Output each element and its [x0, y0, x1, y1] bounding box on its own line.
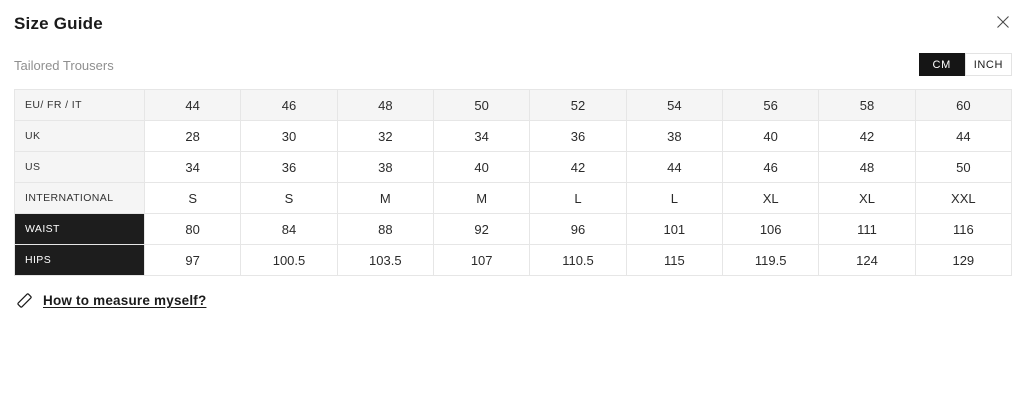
size-cell: XL [819, 183, 916, 214]
size-cell: 119.5 [723, 245, 820, 276]
size-cell: 124 [819, 245, 916, 276]
size-cell: XL [723, 183, 820, 214]
measure-link[interactable]: How to measure myself? [15, 291, 206, 310]
size-cell: 28 [145, 121, 242, 152]
row-label: WAIST [15, 214, 145, 245]
close-icon [995, 14, 1011, 30]
size-cell: 42 [530, 152, 627, 183]
size-cell: 48 [337, 90, 434, 121]
size-cell: M [434, 183, 531, 214]
measure-link-label: How to measure myself? [43, 293, 207, 308]
size-cell: 38 [337, 152, 434, 183]
size-cell: XXL [915, 183, 1012, 214]
size-cell: 46 [241, 90, 338, 121]
row-label: HIPS [15, 245, 145, 276]
table-row: EU/ FR / IT 44 46 48 50 52 54 56 58 60 [15, 90, 1012, 121]
table-row: HIPS 97 100.5 103.5 107 110.5 115 119.5 124 129 [15, 245, 1012, 276]
size-cell: 97 [145, 245, 242, 276]
size-cell: L [626, 183, 723, 214]
table-row: US 34 36 38 40 42 44 46 48 50 [15, 152, 1012, 183]
size-cell: 44 [915, 121, 1012, 152]
size-cell: 110.5 [530, 245, 627, 276]
size-cell: 46 [723, 152, 820, 183]
table-row: WAIST 80 84 88 92 96 101 106 111 116 [15, 214, 1012, 245]
modal-title: Size Guide [14, 14, 103, 33]
unit-toggle-cm[interactable]: CM [918, 53, 965, 76]
size-cell: 107 [434, 245, 531, 276]
close-button[interactable] [994, 13, 1012, 31]
size-cell: 34 [145, 152, 242, 183]
size-cell: 96 [530, 214, 627, 245]
size-cell: 88 [337, 214, 434, 245]
product-name: Tailored Trousers [14, 58, 114, 73]
row-label: INTERNATIONAL [15, 183, 145, 214]
table-row: INTERNATIONAL S S M M L L XL XL XXL [15, 183, 1012, 214]
size-cell: 115 [626, 245, 723, 276]
size-cell: L [530, 183, 627, 214]
size-guide-modal: Size Guide Tailored Trousers CM INCH EU/… [14, 13, 1012, 310]
size-cell: 56 [723, 90, 820, 121]
size-cell: 84 [241, 214, 338, 245]
size-cell: 92 [434, 214, 531, 245]
size-cell: 42 [819, 121, 916, 152]
size-cell: 44 [626, 152, 723, 183]
size-cell: 52 [530, 90, 627, 121]
size-cell: M [337, 183, 434, 214]
size-table: EU/ FR / IT 44 46 48 50 52 54 56 58 60 UK 28 30 32 34 3… [14, 89, 1012, 276]
size-cell: 58 [819, 90, 916, 121]
size-cell: 54 [626, 90, 723, 121]
size-cell: 38 [626, 121, 723, 152]
size-cell: 50 [915, 152, 1012, 183]
size-cell: 103.5 [337, 245, 434, 276]
ruler-icon [15, 291, 34, 310]
size-cell: 34 [434, 121, 531, 152]
size-cell: 40 [723, 121, 820, 152]
size-cell: S [145, 183, 242, 214]
row-label: UK [15, 121, 145, 152]
size-cell: 60 [915, 90, 1012, 121]
size-cell: 100.5 [241, 245, 338, 276]
size-cell: 44 [145, 90, 242, 121]
size-cell: 116 [915, 214, 1012, 245]
size-cell: 48 [819, 152, 916, 183]
row-label: EU/ FR / IT [15, 90, 145, 121]
size-cell: 36 [241, 152, 338, 183]
subheader-row: Tailored Trousers CM INCH [14, 53, 1012, 76]
size-cell: 32 [337, 121, 434, 152]
size-cell: 50 [434, 90, 531, 121]
unit-toggle: CM INCH [918, 53, 1012, 76]
size-cell: 101 [626, 214, 723, 245]
size-cell: 129 [915, 245, 1012, 276]
size-cell: 111 [819, 214, 916, 245]
size-cell: 106 [723, 214, 820, 245]
size-cell: 80 [145, 214, 242, 245]
size-cell: 36 [530, 121, 627, 152]
row-label: US [15, 152, 145, 183]
table-row: UK 28 30 32 34 36 38 40 42 44 [15, 121, 1012, 152]
size-cell: S [241, 183, 338, 214]
size-cell: 30 [241, 121, 338, 152]
unit-toggle-inch[interactable]: INCH [964, 53, 1012, 76]
size-cell: 40 [434, 152, 531, 183]
